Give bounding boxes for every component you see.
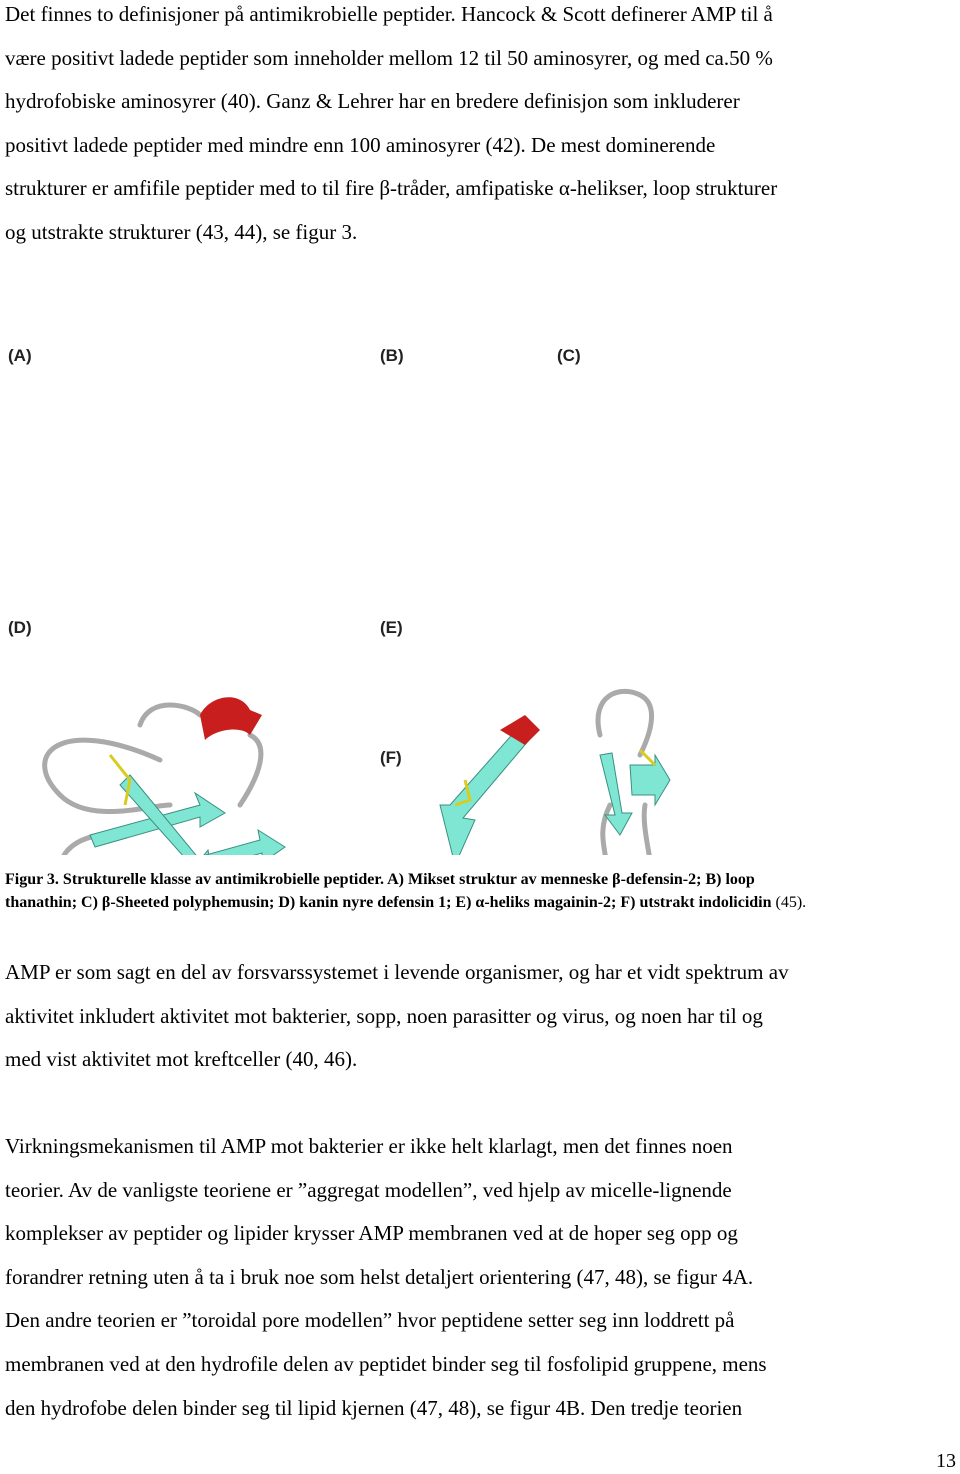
caption-line: thanathin; C) β-Sheeted polyphemusin; D)… [5,893,806,913]
text-line: positivt ladede peptider med mindre enn … [5,132,716,157]
text-line: teorier. Av de vanligste teoriene er ”ag… [5,1177,732,1202]
loop [42,688,655,855]
caption-text: thanathin; C) β-Sheeted polyphemusin; D)… [5,894,772,911]
text-line: med vist aktivitet mot kreftceller (40, … [5,1047,358,1072]
text-line: Den andre teorien er ”toroidal pore mode… [5,1308,735,1333]
text-line: komplekser av peptider og lipider krysse… [5,1221,738,1246]
page-number: 13 [936,1450,956,1472]
text-line: AMP er som sagt en del av forsvarssystem… [5,960,789,984]
panel-label: (E) [380,618,403,637]
text-line: aktivitet inkludert aktivitet mot bakter… [5,1003,763,1028]
beta-strand [89,719,671,855]
text-line: forandrer retning uten å ta i bruk noe s… [5,1264,754,1289]
text-line: hydrofobiske aminosyrer (40). Ganz & Leh… [5,89,740,114]
disulfide [108,748,657,807]
text-line: strukturer er amfifile peptider med to t… [5,176,778,201]
panel-label: (B) [380,346,404,365]
text-line: membranen ved at den hydrofile delen av … [5,1352,767,1376]
panel-label: (A) [8,346,32,365]
panel-label: (F) [380,748,402,767]
caption-line: Figur 3. Strukturelle klasse av antimikr… [5,871,755,888]
text-line: Virkningsmekanismen til AMP mot bakterie… [5,1134,733,1158]
text-line: Det finnes to definisjoner på antimikrob… [5,2,773,26]
panel-label: (C) [557,346,581,365]
text-line: være positivt ladede peptider som inneho… [5,45,773,70]
figure: (A) (B) (C) (D) (E) (F) [8,346,671,855]
text-line: og utstrakte strukturer (43, 44), se fig… [5,220,358,244]
panel-label: (D) [8,618,32,637]
caption-reference: (45). [775,894,807,911]
text-line: den hydrofobe delen binder seg til lipid… [5,1395,743,1420]
helix [200,697,540,745]
